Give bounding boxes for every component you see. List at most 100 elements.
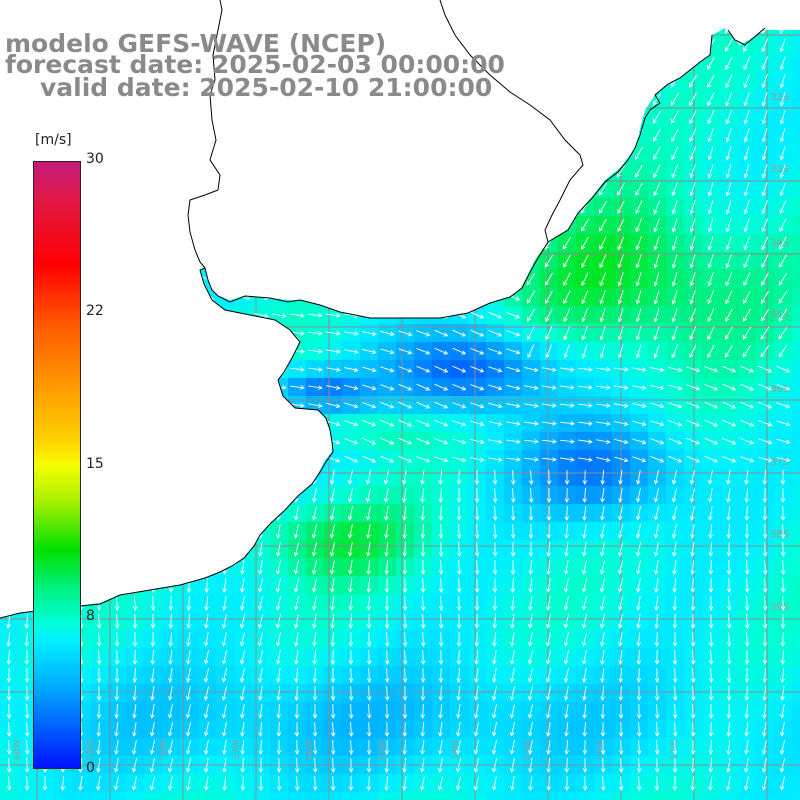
wind-arrow <box>740 383 755 391</box>
wind-arrow <box>635 578 641 593</box>
wind-arrow <box>434 419 449 427</box>
wind-arrow <box>330 703 336 719</box>
wind-arrow <box>546 578 551 593</box>
wind-arrow <box>222 578 227 593</box>
wind-arrow <box>760 308 770 322</box>
wind-arrow <box>708 595 714 611</box>
lon-label: 58W <box>159 740 169 760</box>
wind-arrow <box>722 401 737 409</box>
wind-arrow <box>636 649 642 665</box>
wind-arrow <box>780 577 786 593</box>
wind-arrow <box>581 290 589 305</box>
wind-arrow <box>312 739 318 755</box>
wind-arrow <box>362 419 377 427</box>
lat-label: 37S <box>770 457 789 468</box>
wind-arrow <box>761 218 769 233</box>
wind-arrow <box>96 649 102 665</box>
wind-arrow <box>416 419 431 427</box>
wind-arrow <box>523 457 539 462</box>
wind-arrow <box>708 721 714 737</box>
wind-arrow <box>672 775 678 791</box>
wind-arrow <box>528 577 533 593</box>
wind-arrow <box>653 524 660 539</box>
wind-arrow <box>654 613 659 629</box>
wind-arrow <box>401 470 407 485</box>
wind-arrow <box>362 455 377 463</box>
wind-arrow <box>654 703 660 719</box>
wind-arrow <box>617 344 624 359</box>
wind-arrow <box>617 308 624 323</box>
wind-arrow <box>289 367 305 372</box>
wind-arrow <box>254 313 269 319</box>
wind-arrow <box>726 488 731 503</box>
wind-arrow <box>577 403 593 408</box>
wind-arrow <box>474 577 480 593</box>
wind-arrow <box>563 668 569 683</box>
wind-arrow <box>366 577 371 593</box>
wind-arrow <box>689 272 696 287</box>
wind-cell <box>414 792 433 800</box>
wind-arrow <box>470 329 485 337</box>
wind-arrow <box>672 577 677 593</box>
wind-arrow <box>689 110 697 125</box>
wind-arrow <box>384 541 389 557</box>
wind-arrow <box>149 722 155 737</box>
wind-arrow <box>527 686 534 701</box>
wind-arrow <box>545 650 552 665</box>
wind-arrow <box>168 650 173 665</box>
wind-arrow <box>290 313 305 318</box>
wind-arrow <box>398 383 413 391</box>
wind-arrow <box>761 182 768 197</box>
wind-arrow <box>24 775 30 791</box>
wind-arrow <box>636 596 641 611</box>
wind-arrow <box>689 128 697 143</box>
wind-arrow <box>707 182 714 197</box>
wind-arrow <box>384 649 390 665</box>
wind-arrow <box>527 704 534 719</box>
wind-arrow <box>203 650 209 665</box>
wind-arrow <box>470 311 485 319</box>
wind-arrow <box>528 758 533 773</box>
wind-arrow <box>618 775 624 791</box>
wind-arrow <box>614 421 629 427</box>
wind-cell <box>144 792 163 800</box>
wind-cell <box>720 792 739 800</box>
wind-arrow <box>456 577 462 593</box>
wind-arrow <box>474 541 480 557</box>
wind-arrow <box>311 524 318 539</box>
wind-arrow <box>492 578 498 593</box>
wind-arrow <box>581 596 588 611</box>
colorbar-tick-30: 30 <box>86 151 104 167</box>
wind-arrow <box>707 74 715 89</box>
wind-arrow <box>654 685 660 701</box>
wind-arrow <box>470 384 485 391</box>
wind-arrow <box>707 344 715 359</box>
wind-arrow <box>581 578 588 593</box>
wind-cell <box>234 792 253 800</box>
wind-cell <box>792 666 800 685</box>
wind-arrow <box>276 757 282 773</box>
lon-label: 55W <box>378 740 388 760</box>
wind-arrow <box>779 56 786 71</box>
wind-arrow <box>149 740 156 755</box>
wind-arrow <box>221 614 227 629</box>
wind-arrow <box>42 775 48 791</box>
wind-arrow <box>726 758 731 773</box>
wind-arrow <box>398 330 413 337</box>
wind-arrow <box>546 722 551 737</box>
wind-arrow <box>776 384 791 391</box>
wind-arrow <box>743 38 751 53</box>
wind-arrow <box>686 366 701 373</box>
wind-arrow <box>762 667 768 683</box>
wind-arrow <box>528 541 534 557</box>
wind-arrow <box>384 685 390 701</box>
wind-arrow <box>689 470 696 485</box>
wind-arrow <box>311 578 317 593</box>
wind-arrow <box>726 631 732 647</box>
wind-arrow <box>362 437 377 445</box>
wind-cell <box>792 378 800 397</box>
wind-arrow <box>614 367 629 372</box>
wind-arrow <box>185 668 191 683</box>
wind-arrow <box>438 703 443 719</box>
wind-arrow <box>240 704 245 719</box>
